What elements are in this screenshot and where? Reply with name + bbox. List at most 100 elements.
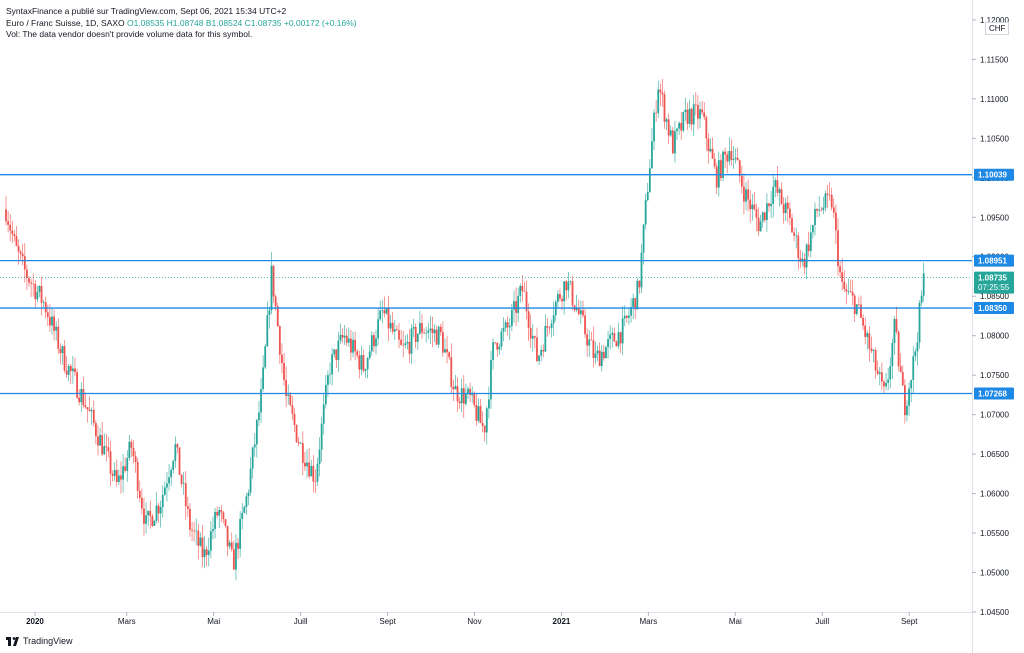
candle — [738, 159, 741, 183]
y-tick-label: 1.08000 — [980, 332, 1009, 341]
candle — [912, 346, 915, 394]
candle — [584, 309, 586, 339]
candle-body — [469, 388, 471, 396]
candle — [776, 166, 779, 197]
candle-body — [295, 425, 298, 442]
candle-body — [479, 406, 482, 423]
candle — [759, 214, 762, 232]
candle-body — [297, 441, 300, 444]
candle-body — [891, 343, 894, 367]
candle-body — [533, 336, 536, 338]
candle-body — [722, 151, 724, 179]
candle-body — [130, 441, 133, 448]
candle-body — [404, 343, 407, 346]
candle — [314, 469, 317, 494]
tradingview-logo[interactable]: TradingView — [6, 636, 73, 646]
candle — [368, 344, 371, 360]
candle-body — [667, 119, 670, 136]
candle — [113, 462, 116, 481]
candle — [774, 177, 777, 198]
candle — [487, 386, 490, 419]
candle — [728, 136, 731, 166]
candle — [715, 163, 718, 195]
candle-body — [53, 316, 55, 331]
candle — [841, 258, 844, 291]
candle — [293, 408, 296, 433]
candle — [429, 315, 432, 344]
candle — [481, 411, 484, 433]
candle-body — [182, 483, 185, 484]
candle-body — [839, 266, 841, 273]
candle-body — [510, 309, 513, 326]
candle — [281, 343, 283, 374]
candle — [345, 328, 348, 347]
candle-body — [377, 319, 379, 339]
candle-body — [527, 311, 530, 328]
candle-body — [655, 112, 658, 114]
candle — [559, 288, 561, 302]
candle-body — [786, 202, 789, 209]
candle — [477, 398, 480, 423]
candle — [260, 377, 262, 423]
candle-body — [724, 151, 727, 155]
candle — [32, 273, 35, 297]
candle — [830, 187, 833, 211]
candle-body — [103, 446, 106, 455]
candle — [749, 189, 752, 223]
candle-body — [759, 221, 762, 232]
level-badge-label: 1.07268 — [978, 389, 1007, 398]
candle-body — [13, 233, 16, 237]
candle — [172, 459, 175, 474]
candle — [55, 321, 58, 341]
candle — [713, 153, 716, 169]
candle-body — [634, 298, 637, 310]
candle — [502, 317, 505, 342]
candle — [287, 384, 290, 405]
candle-body — [671, 130, 674, 154]
candle — [48, 304, 51, 332]
price-axis[interactable]: 1.120001.115001.110001.105001.100001.095… — [972, 16, 1009, 617]
currency-label[interactable]: CHF — [985, 22, 1010, 35]
candle — [462, 374, 465, 418]
candle — [694, 92, 697, 116]
candle — [26, 264, 28, 291]
candle — [304, 451, 306, 471]
candle — [333, 348, 336, 358]
candle — [611, 327, 614, 348]
candle-body — [180, 474, 183, 484]
candle — [195, 518, 198, 546]
candle-body — [906, 405, 908, 416]
x-tick-label: Mai — [207, 617, 220, 626]
candle-body — [362, 355, 365, 371]
candle-body — [546, 325, 549, 328]
candle — [483, 425, 486, 442]
candle — [609, 325, 612, 350]
candle — [130, 439, 133, 458]
candle-body — [46, 312, 49, 318]
candle-body — [577, 308, 580, 315]
candle-body — [55, 326, 58, 331]
candle-body — [396, 329, 398, 331]
candle-body — [186, 506, 189, 509]
candle-body — [427, 330, 430, 333]
candle-body — [299, 443, 302, 444]
time-axis[interactable]: 2020 Mars Mai Juill Sept Nov 2021 Mars Mai Juill S… — [26, 612, 918, 626]
candle — [571, 276, 574, 310]
candle — [178, 447, 181, 475]
candle — [872, 348, 875, 363]
candle — [703, 102, 706, 121]
candle — [799, 249, 802, 268]
candle-body — [318, 449, 321, 465]
candle — [870, 336, 873, 354]
candle-body — [755, 209, 758, 218]
y-tick-label: 1.09500 — [980, 213, 1009, 222]
candle — [592, 326, 595, 368]
candle — [90, 407, 93, 425]
candle-body — [860, 304, 862, 318]
candle-body — [23, 256, 26, 270]
candle — [740, 165, 743, 194]
x-tick-label: Juill — [815, 617, 829, 626]
candle-body — [715, 166, 718, 188]
candle-body — [5, 209, 7, 222]
